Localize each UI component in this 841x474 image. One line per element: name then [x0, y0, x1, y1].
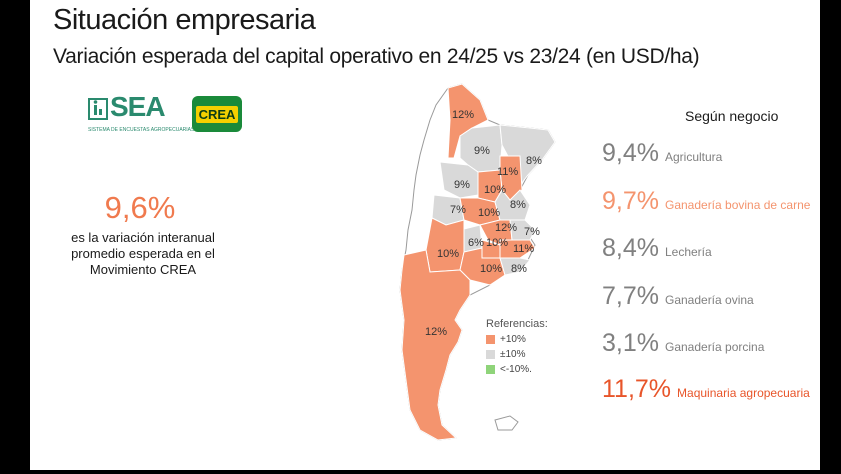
legend-swatch: [486, 335, 495, 344]
kpi-value: 9,6%: [104, 190, 176, 225]
region-label: 8%: [510, 199, 526, 211]
segment-item: 11,7% Maquinaria agropecuaria: [602, 375, 810, 404]
segment-item: 8,4% Lechería: [602, 234, 712, 263]
segment-value: 9,4%: [602, 139, 659, 167]
region-label: 7%: [450, 204, 466, 216]
sea-emblem-icon: [88, 98, 108, 120]
segment-label: Ganadería porcina: [664, 340, 765, 354]
malvinas-shape: [494, 415, 519, 431]
segment-label: Lechería: [664, 245, 712, 259]
segment-item: 9,7% Ganadería bovina de carne: [602, 187, 810, 216]
legend-item-high: +10%: [486, 334, 526, 345]
legend-swatch: [486, 350, 495, 359]
page-subtitle: Variación esperada del capital operativo…: [53, 45, 700, 68]
region-label: 11%: [497, 166, 518, 178]
segment-label: Ganadería bovina de carne: [664, 198, 811, 212]
segment-value: 8,4%: [602, 234, 659, 262]
region-label: 10%: [437, 248, 459, 260]
map-region-shape: [509, 219, 536, 241]
region-label: 11%: [513, 243, 534, 255]
region-label: 7%: [524, 226, 540, 238]
segment-item: 9,4% Agricultura: [602, 139, 722, 168]
sea-logo-caption: SISTEMA DE ENCUESTAS AGROPECUARIAS: [88, 127, 195, 133]
kpi-description: es la variación interanual promedio espe…: [71, 230, 215, 277]
segment-label: Ganadería ovina: [664, 293, 754, 307]
region-label: 9%: [454, 179, 470, 191]
region-label: 8%: [526, 155, 542, 167]
region-label: 6%: [468, 237, 484, 249]
region-label: 12%: [452, 109, 474, 121]
map-region-shape: [425, 217, 465, 273]
segment-value: 9,7%: [602, 187, 659, 215]
legend-label: <-10%.: [500, 364, 532, 375]
segment-label: Agricultura: [664, 150, 723, 164]
region-label: 10%: [484, 184, 506, 196]
region-label: 9%: [474, 145, 490, 157]
sea-logo-text: SEA: [110, 91, 166, 122]
slide: Situación empresaria Variación esperada …: [30, 0, 820, 470]
legend-item-mid: ±10%: [486, 349, 526, 360]
map-region-shape: [499, 257, 531, 276]
crea-logo-text: CREA: [195, 105, 239, 123]
sea-logo: SEA SISTEMA DE ENCUESTAS AGROPECUARIAS: [88, 91, 194, 137]
region-label: 10%: [486, 237, 508, 249]
region-label: 8%: [511, 263, 527, 275]
segment-label: Maquinaria agropecuaria: [677, 386, 810, 400]
segment-item: 7,7% Ganadería ovina: [602, 282, 754, 311]
legend-swatch: [486, 365, 495, 374]
map-region-shape: [399, 249, 471, 441]
page-title: Situación empresaria: [53, 4, 316, 36]
region-label: 10%: [478, 207, 500, 219]
segment-item: 3,1% Ganadería porcina: [602, 329, 764, 358]
segment-value: 3,1%: [602, 329, 659, 357]
region-label: 10%: [480, 263, 502, 275]
crea-logo: CREA: [192, 96, 242, 132]
segment-value: 7,7%: [602, 282, 659, 310]
region-label: 12%: [495, 222, 517, 234]
legend-label: ±10%: [500, 349, 526, 360]
segment-value: 11,7%: [602, 375, 672, 403]
segments-title: Según negocio: [685, 108, 779, 124]
legend-title: Referencias:: [486, 318, 548, 330]
legend-item-low: <-10%.: [486, 364, 532, 375]
legend-label: +10%: [500, 334, 526, 345]
argentina-map: 12% 9% 8% 11% 9% 10% 7% 10% 8% 12% 7% 6%…: [399, 83, 556, 441]
region-label: 12%: [425, 326, 447, 338]
